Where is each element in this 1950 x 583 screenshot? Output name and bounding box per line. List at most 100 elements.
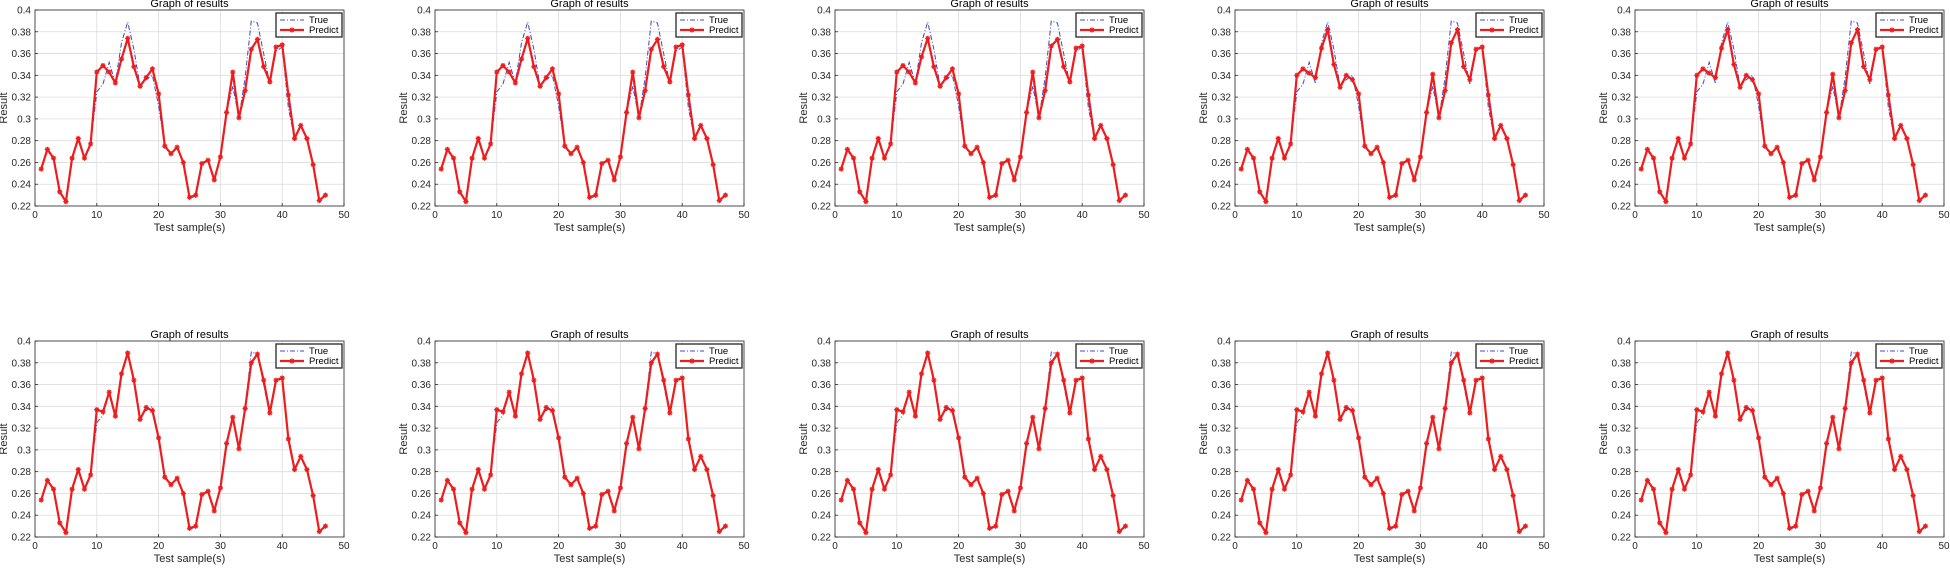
predict-point-marker — [304, 466, 310, 473]
predict-point-marker — [1522, 192, 1529, 198]
predict-point-marker — [1922, 523, 1929, 529]
predict-point-marker — [316, 528, 322, 535]
predict-point-marker — [900, 62, 906, 69]
y-tick-label: 0.36 — [1212, 49, 1232, 60]
y-tick-label: 0.3 — [1617, 114, 1631, 125]
x-tick-label: 10 — [91, 210, 103, 221]
legend-predict-label: Predict — [709, 356, 739, 367]
predict-point-marker — [599, 160, 605, 167]
predict-point-marker — [1725, 27, 1731, 33]
predict-point-marker — [1879, 44, 1885, 50]
y-tick-label: 0.32 — [1212, 424, 1232, 435]
predict-point-marker — [1386, 194, 1393, 200]
predict-point-marker — [611, 508, 617, 514]
predict-point-marker — [44, 146, 50, 152]
predict-point-marker — [673, 44, 679, 50]
predict-point-marker — [574, 475, 580, 481]
predict-point-marker — [1312, 413, 1318, 419]
y-tick-label: 0.24 — [812, 180, 832, 191]
x-tick-label: 0 — [432, 541, 438, 552]
predict-point-marker — [205, 157, 211, 163]
predict-point-marker — [438, 166, 444, 172]
predict-point-marker — [937, 416, 943, 422]
legend-predict-label: Predict — [1909, 25, 1939, 36]
predict-point-marker — [636, 115, 642, 121]
predict-point-marker — [186, 194, 193, 200]
legend-box — [1075, 12, 1143, 38]
predict-point-marker — [1910, 162, 1916, 168]
x-tick-label: 40 — [277, 210, 289, 221]
y-tick-label: 0.34 — [1212, 71, 1232, 82]
predict-point-marker — [500, 62, 506, 69]
predict-point-marker — [900, 409, 906, 415]
predict-point-marker — [1250, 155, 1257, 161]
legend-true-label: True — [709, 346, 728, 357]
predict-point-marker — [193, 192, 199, 198]
predict-point-marker — [630, 414, 636, 420]
predict-point-marker — [1030, 69, 1036, 75]
predict-point-marker — [1491, 466, 1498, 473]
predict-point-marker — [636, 446, 642, 452]
predict-point-marker — [1762, 143, 1768, 149]
predict-point-marker — [1091, 135, 1098, 142]
legend-predict-label: Predict — [1109, 356, 1139, 367]
legend-box — [1475, 12, 1543, 38]
predict-point-marker — [869, 486, 875, 492]
y-tick-label: 0.26 — [1212, 489, 1232, 500]
predict-point-marker — [304, 135, 310, 142]
predict-point-marker — [1448, 40, 1454, 46]
predict-point-marker — [1461, 377, 1467, 383]
predict-point-marker — [1250, 486, 1257, 492]
predict-point-marker — [605, 488, 611, 494]
predict-point-marker — [279, 42, 285, 48]
predict-point-marker — [1737, 416, 1743, 422]
predict-point-marker — [131, 64, 137, 70]
predict-point-marker — [1423, 440, 1430, 446]
predict-point-marker — [580, 490, 586, 497]
predict-point-marker — [1749, 408, 1756, 414]
predict-point-marker — [881, 155, 888, 161]
y-tick-label: 0.38 — [412, 358, 432, 369]
predict-point-marker — [1743, 404, 1749, 411]
predict-point-marker — [863, 199, 869, 205]
predict-point-marker — [1786, 525, 1793, 531]
predict-point-marker — [1380, 490, 1386, 497]
predict-point-marker — [143, 74, 149, 81]
predict-point-marker — [1244, 477, 1250, 483]
predict-point-marker — [1448, 360, 1454, 366]
predict-point-marker — [1116, 528, 1122, 535]
predict-point-marker — [962, 143, 968, 149]
predict-point-marker — [1688, 141, 1694, 147]
y-tick-label: 0.3 — [817, 114, 831, 125]
y-axis-label: Result — [1198, 423, 1210, 454]
predict-point-marker — [1380, 159, 1386, 166]
legend-predict-label: Predict — [1109, 25, 1139, 36]
predict-point-marker — [857, 520, 863, 526]
x-tick-label: 40 — [1077, 210, 1089, 221]
predict-point-marker — [1061, 377, 1067, 383]
predict-point-marker — [1774, 475, 1780, 481]
predict-point-marker — [1122, 523, 1129, 529]
x-tick-label: 30 — [1815, 541, 1827, 552]
predict-point-marker — [875, 466, 881, 473]
predict-point-marker — [888, 472, 894, 478]
predict-point-marker — [322, 523, 329, 529]
predict-point-marker — [488, 141, 494, 147]
predict-point-marker — [1644, 146, 1650, 152]
y-tick-label: 0.38 — [1612, 27, 1632, 38]
predict-point-marker — [1805, 488, 1811, 494]
predict-point-marker — [291, 466, 298, 473]
x-tick-label: 50 — [1938, 210, 1950, 221]
predict-point-marker — [1823, 109, 1830, 115]
y-tick-label: 0.4 — [1217, 6, 1231, 17]
predict-point-marker — [838, 497, 844, 503]
predict-point-marker — [1885, 436, 1891, 442]
predict-point-marker — [679, 42, 685, 48]
predict-point-marker — [850, 155, 857, 161]
y-tick-label: 0.38 — [1212, 27, 1232, 38]
predict-point-marker — [1054, 351, 1061, 357]
predict-point-marker — [1368, 151, 1374, 157]
predict-point-marker — [481, 155, 488, 161]
y-tick-label: 0.36 — [412, 49, 432, 60]
